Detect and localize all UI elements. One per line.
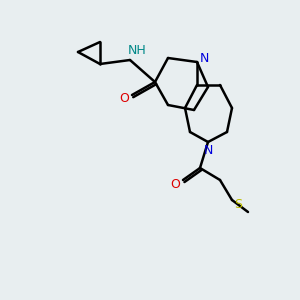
Text: O: O — [170, 178, 180, 190]
Text: NH: NH — [128, 44, 146, 58]
Text: S: S — [234, 197, 242, 211]
Text: N: N — [203, 143, 213, 157]
Text: O: O — [119, 92, 129, 106]
Text: N: N — [199, 52, 209, 65]
